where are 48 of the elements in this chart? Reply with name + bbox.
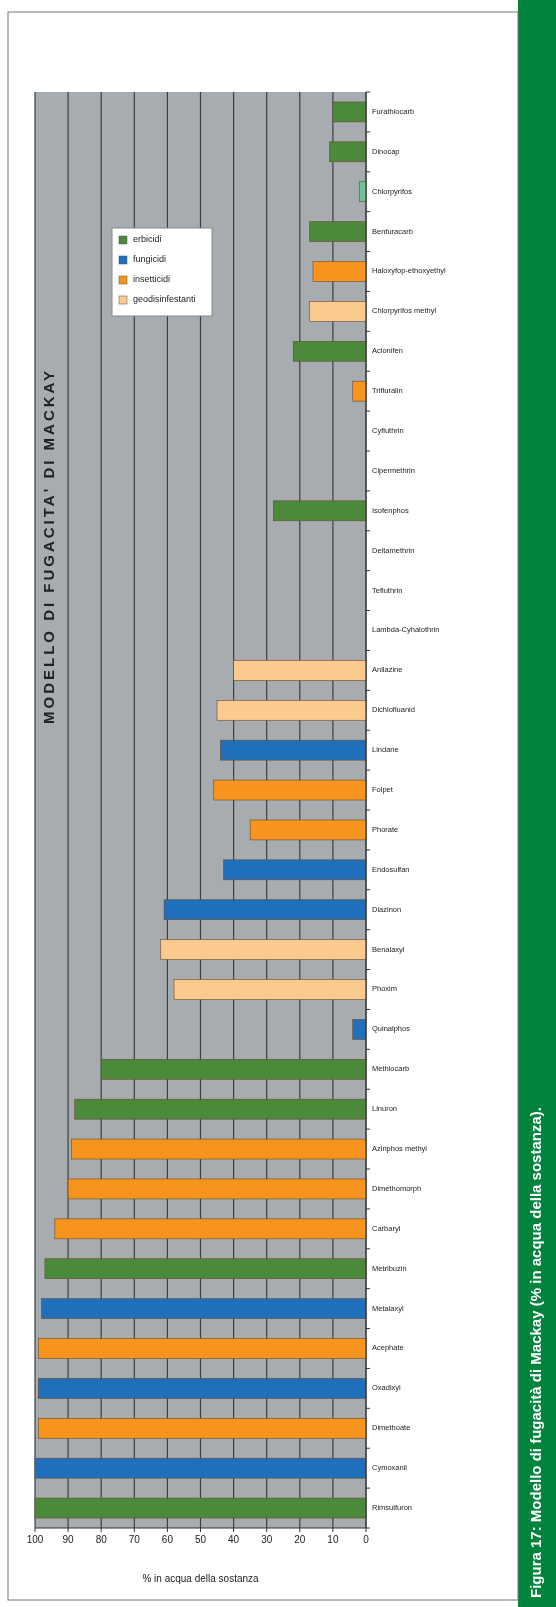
x-tick-label: 70: [128, 1534, 141, 1545]
bar: [54, 1218, 367, 1240]
bar: [173, 979, 367, 1000]
bar: [223, 859, 367, 881]
bar: [67, 1178, 367, 1200]
x-tick-label: 80: [95, 1534, 108, 1545]
legend-label: erbicidi: [133, 234, 162, 245]
bar: [233, 660, 367, 681]
bar: [220, 739, 367, 761]
bar: [38, 1338, 367, 1359]
bar: [44, 1258, 367, 1279]
x-tick-label: 10: [327, 1534, 339, 1545]
bar: [292, 341, 367, 362]
bar: [332, 101, 367, 123]
x-tick-label: 20: [294, 1534, 306, 1545]
x-tick-label: 30: [261, 1534, 273, 1545]
bar: [74, 1098, 367, 1120]
bar: [273, 500, 367, 522]
legend-label: fungicidi: [133, 254, 167, 265]
bar: [309, 301, 367, 322]
bar: [163, 899, 367, 920]
bar: [34, 1457, 367, 1479]
bar: [329, 141, 367, 163]
x-tick-label: 90: [62, 1534, 75, 1545]
bar: [312, 261, 367, 282]
bar: [38, 1418, 367, 1439]
x-tick-label: 0: [363, 1534, 370, 1545]
bar: [34, 1497, 367, 1519]
legend-label: geodisinfestanti: [133, 294, 196, 305]
bar: [309, 221, 367, 242]
bar: [352, 380, 367, 402]
text: MODELLO DI FUGACITA' DI MACKAY: [39, 367, 57, 725]
legend-label: insetticidi: [133, 274, 171, 285]
x-tick-label: 60: [161, 1534, 174, 1545]
bar: [213, 779, 367, 801]
x-tick-label: 100: [26, 1534, 44, 1545]
bar: [216, 700, 367, 721]
bar: [160, 939, 367, 960]
bar: [100, 1059, 367, 1080]
bar: [249, 819, 367, 841]
bar: [41, 1298, 367, 1319]
bar: [38, 1378, 367, 1399]
x-tick-label: 40: [228, 1534, 240, 1545]
bar: [71, 1138, 367, 1160]
x-axis-title: % in acqua della sostanza: [142, 1573, 260, 1584]
text: Figura 17: Modello di fugacità di Mackay (% in acqua della sostanza).: [526, 1107, 544, 1598]
x-tick-label: 50: [194, 1534, 207, 1545]
bar: [352, 1019, 367, 1040]
